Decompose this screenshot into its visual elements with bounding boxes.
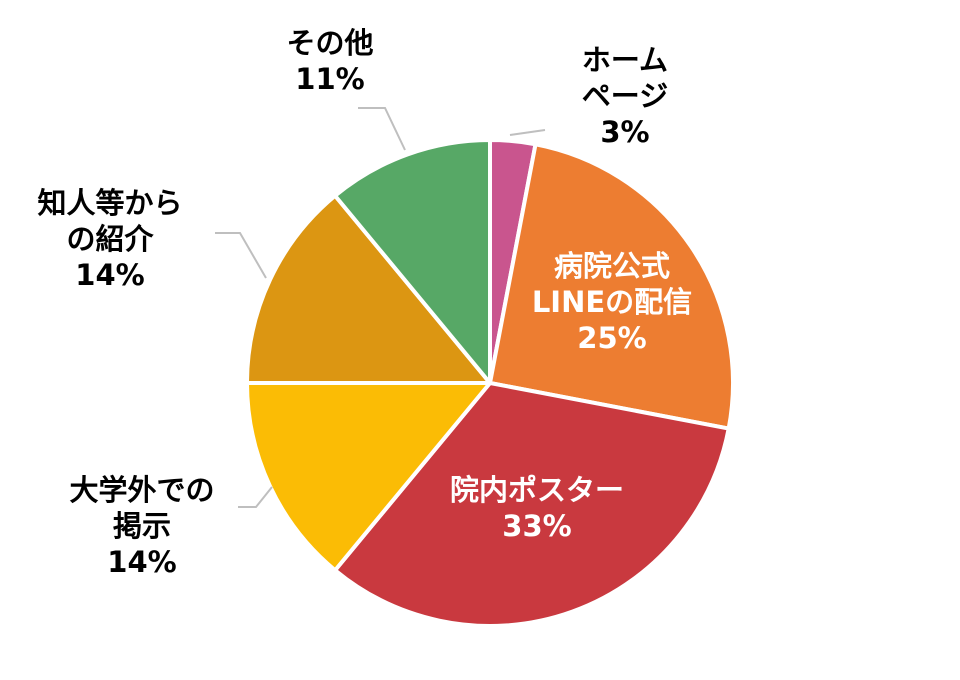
value-label: 11%: [295, 62, 364, 96]
value-label: 14%: [107, 545, 176, 579]
category-label: 大学外での掲示: [69, 473, 214, 543]
leader-line: [509, 129, 546, 136]
pie-slice: [488, 142, 735, 431]
pie-slice: [245, 193, 492, 385]
category-label: 院内ポスター: [450, 473, 624, 507]
value-label: 14%: [75, 258, 144, 292]
leader-line: [238, 486, 273, 508]
leader-line: [215, 232, 267, 279]
category-label: ホームページ: [582, 43, 668, 113]
category-label: 知人等からの紹介: [37, 186, 182, 256]
pie-slice: [245, 381, 492, 573]
value-label: 33%: [502, 509, 571, 543]
leader-line: [358, 107, 406, 151]
pie-slice: [333, 138, 492, 385]
category-label: 病院公式 LINEの配信: [532, 249, 692, 319]
value-label: 3%: [600, 115, 649, 149]
category-label: その他: [286, 26, 373, 60]
pie-slice: [333, 381, 731, 628]
value-label: 25%: [577, 321, 646, 355]
